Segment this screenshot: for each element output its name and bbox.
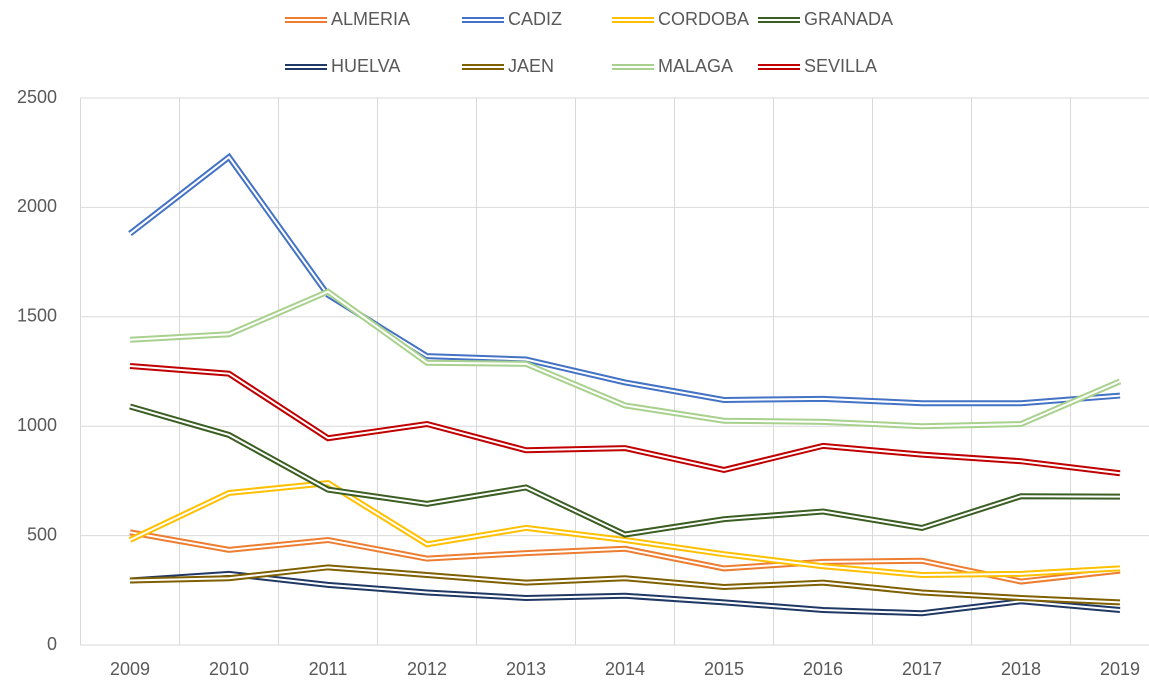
y-tick-label: 2500 — [17, 87, 57, 107]
series-line-inner — [129, 155, 1121, 405]
x-tick-label: 2011 — [309, 659, 348, 679]
legend-label: CORDOBA — [658, 9, 749, 29]
series-line-inner — [129, 566, 1121, 604]
x-tick-label: 2009 — [110, 659, 150, 679]
y-tick-label: 0 — [47, 634, 57, 654]
legend-label: SEVILLA — [804, 56, 877, 76]
legend-label: ALMERIA — [331, 9, 410, 29]
x-tick-label: 2019 — [1100, 659, 1140, 679]
series-line-inner — [129, 572, 1121, 615]
legend-label: HUELVA — [331, 56, 400, 76]
series-line-inner — [129, 531, 1121, 583]
y-tick-label: 500 — [27, 524, 57, 544]
legend-label: MALAGA — [658, 56, 733, 76]
x-tick-label: 2017 — [902, 659, 942, 679]
x-tick-label: 2015 — [704, 659, 744, 679]
series-line-inner — [129, 482, 1121, 576]
series-line-inner — [129, 290, 1121, 428]
x-tick-label: 2012 — [407, 659, 447, 679]
legend-label: CADIZ — [508, 9, 562, 29]
y-tick-label: 1500 — [17, 306, 57, 326]
series-line-inner — [129, 365, 1121, 475]
x-tick-label: 2018 — [1001, 659, 1041, 679]
x-tick-label: 2013 — [506, 659, 546, 679]
legend-label: JAEN — [508, 56, 554, 76]
y-tick-label: 1000 — [17, 415, 57, 435]
x-tick-label: 2014 — [605, 659, 645, 679]
x-tick-label: 2010 — [209, 659, 249, 679]
x-tick-label: 2016 — [803, 659, 843, 679]
series-line-inner — [129, 405, 1121, 536]
legend-label: GRANADA — [804, 9, 893, 29]
y-tick-label: 2000 — [17, 196, 57, 216]
